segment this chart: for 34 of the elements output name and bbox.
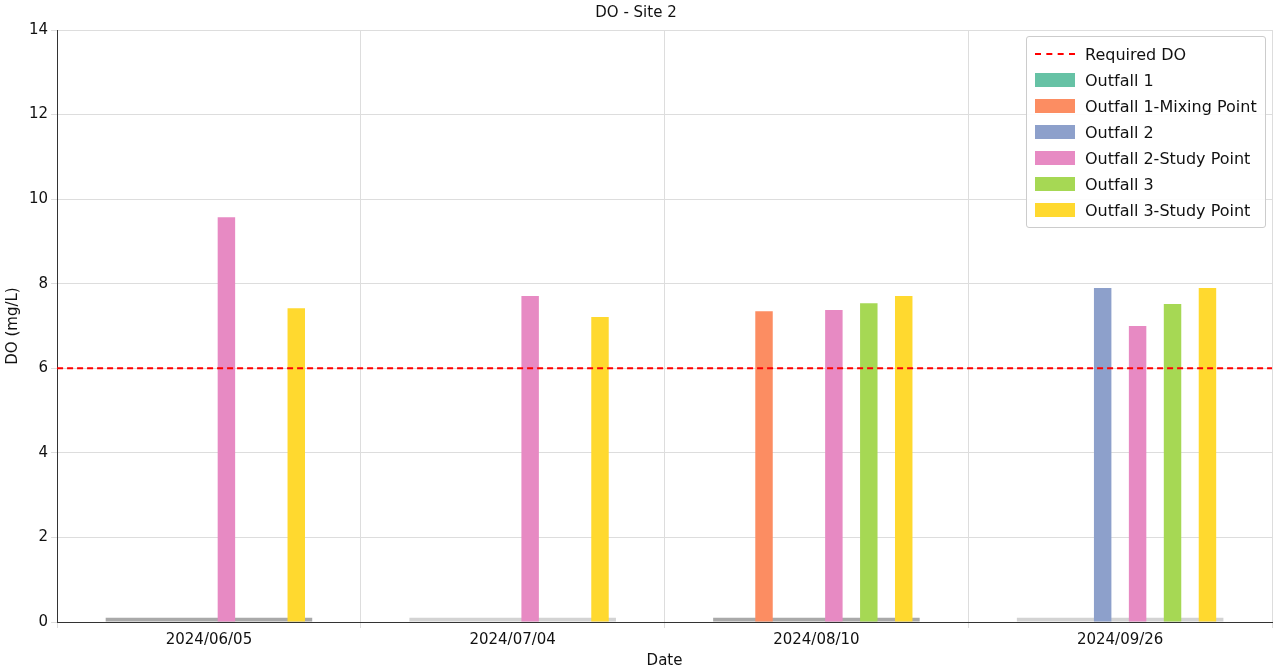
- bar: [1198, 287, 1217, 622]
- y-tick-label: 14: [28, 19, 49, 38]
- x-tick-label: 2024/06/05: [165, 629, 253, 648]
- legend-label: Outfall 3: [1085, 174, 1154, 194]
- y-tick-label: 2: [38, 527, 49, 546]
- y-tick-label: 10: [28, 189, 49, 208]
- bar: [217, 217, 236, 622]
- bar: [287, 308, 306, 622]
- chart-title: DO - Site 2: [595, 2, 677, 21]
- y-tick-label: 0: [38, 611, 49, 630]
- bar: [1093, 287, 1112, 622]
- y-tick-label: 6: [38, 358, 49, 377]
- legend-label: Outfall 1: [1085, 70, 1154, 90]
- y-tick-label: 4: [38, 442, 49, 461]
- legend-label: Outfall 1-Mixing Point: [1085, 96, 1257, 116]
- bar: [895, 295, 913, 622]
- bar: [1128, 326, 1147, 622]
- x-tick-label: 2024/08/10: [773, 629, 860, 648]
- legend-label: Outfall 2-Study Point: [1085, 148, 1251, 168]
- bar: [825, 309, 843, 622]
- bar: [591, 317, 609, 622]
- x-tick-label: 2024/07/04: [469, 629, 556, 648]
- y-tick-label: 12: [28, 104, 49, 123]
- y-tick-label: 8: [38, 273, 49, 292]
- x-tick-label: 2024/09/26: [1076, 629, 1164, 648]
- legend-label: Required DO: [1085, 44, 1187, 64]
- bar: [860, 303, 878, 622]
- bar: [521, 295, 539, 622]
- bar: [755, 311, 773, 622]
- legend-label: Outfall 3-Study Point: [1085, 200, 1251, 220]
- legend-label: Outfall 2: [1085, 122, 1154, 142]
- y-axis-title: DO (mg/L): [2, 287, 21, 365]
- bar: [1163, 304, 1182, 622]
- x-axis-title: Date: [646, 650, 683, 669]
